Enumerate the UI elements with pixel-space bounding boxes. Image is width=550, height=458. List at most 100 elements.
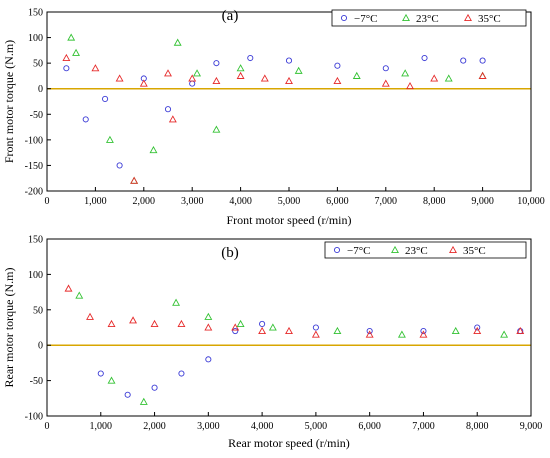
series-0-point-2 [164, 106, 172, 113]
series-0-point-5 [285, 57, 293, 64]
series-2-point-13 [473, 326, 482, 335]
legend-label: 35°C [463, 245, 486, 257]
series-0-point-3 [178, 370, 185, 377]
series-0-point-4 [247, 54, 254, 62]
series-2-point-12 [406, 82, 414, 90]
y-tick-label: -100 [25, 412, 43, 423]
series-2-point-5 [188, 74, 197, 82]
y-tick-label: -100 [25, 135, 43, 146]
series-0-point-13 [63, 65, 70, 72]
series-2-point-9 [285, 326, 293, 335]
x-tick-label: 0 [45, 196, 50, 207]
legend: −7°C 23°C 35°C [331, 9, 527, 27]
x-tick-label: 2,000 [143, 421, 166, 432]
y-tick-label: -50 [30, 376, 43, 387]
series-2-point-0 [62, 53, 71, 62]
plot-frame [46, 11, 532, 192]
series-1-point-0 [72, 48, 81, 56]
series-1-point-0 [75, 291, 84, 299]
series-1-point-10 [500, 330, 509, 338]
series-0-point-9 [460, 57, 467, 64]
x-tick-label: 0 [45, 421, 50, 432]
series-0-point-7 [312, 324, 319, 331]
x-tick-label: 3,000 [197, 421, 220, 432]
series-2 [62, 53, 487, 184]
series-2-point-1 [91, 64, 100, 72]
series-0-point-8 [421, 54, 428, 62]
series-2-point-10 [333, 76, 342, 85]
y-tick-label: -50 [30, 110, 43, 121]
y-tick-label: 50 [33, 305, 43, 316]
x-tick-label: 8,000 [466, 421, 489, 432]
series-1-point-7 [333, 326, 342, 335]
series-0-point-8 [366, 327, 373, 335]
legend-label: 35°C [478, 13, 501, 25]
series-1-point-13 [212, 125, 221, 133]
series-0-point-10 [474, 324, 481, 331]
series-2-point-14 [478, 71, 487, 79]
series-2-point-8 [260, 74, 269, 82]
series-1-point-7 [401, 69, 410, 77]
series-2-point-1 [86, 312, 94, 320]
series-1-point-4 [204, 312, 213, 320]
legend-label: −7°C [347, 245, 370, 257]
series-2-point-13 [430, 74, 439, 82]
series-2 [64, 284, 525, 338]
x-tick-label: 7,000 [375, 196, 398, 207]
series-0-point-3 [213, 60, 220, 67]
legend-marker-1-point-0 [402, 13, 410, 22]
y-axis-ticks: -200 -150 -100 -50 0 50 100 150 [25, 8, 51, 198]
plot-frame [46, 238, 532, 417]
legend-label: −7°C [354, 13, 377, 25]
series-2-point-14 [516, 326, 525, 335]
series-2-point-4 [150, 319, 159, 327]
x-tick-label: 1,000 [84, 196, 107, 207]
x-tick-label: 5,000 [305, 421, 328, 432]
series-0-point-0 [82, 116, 89, 123]
series-1-point-2 [149, 145, 158, 154]
series-0-point-12 [189, 80, 196, 87]
series-2-point-2 [107, 319, 116, 327]
y-tick-label: 50 [33, 59, 43, 70]
series-1-point-8 [397, 330, 406, 338]
series-2-point-5 [177, 319, 186, 327]
legend-marker-1-point-0 [391, 245, 399, 254]
x-axis-label: Rear motor speed (r/min) [228, 436, 350, 450]
series-0 [97, 320, 524, 398]
series-1-point-1 [105, 135, 114, 143]
x-tick-label: 9,000 [520, 421, 543, 432]
series-1-point-2 [139, 397, 148, 405]
x-tick-label: 8,000 [423, 196, 446, 207]
series-2-point-7 [236, 71, 245, 79]
series-1 [75, 291, 509, 405]
x-tick-label: 2,000 [133, 196, 156, 207]
series-2-point-0 [64, 284, 73, 292]
series-2-point-16 [168, 115, 177, 123]
x-tick-label: 7,000 [412, 421, 435, 432]
x-tick-label: 9,000 [471, 196, 494, 207]
series-1-point-8 [444, 74, 453, 82]
legend-marker-2-point-0 [449, 245, 457, 254]
y-tick-label: 100 [28, 33, 43, 44]
legend-label: 23°C [416, 13, 439, 25]
x-tick-label: 1,000 [90, 421, 113, 432]
x-axis-ticks: 0 1,000 2,000 3,000 4,000 5,000 6,000 7,000 8,00… [45, 412, 543, 432]
legend-marker-2-point-0 [464, 13, 472, 22]
x-tick-label: 4,000 [251, 421, 274, 432]
series-1-point-1 [107, 376, 116, 384]
series-1-point-4 [236, 64, 245, 72]
series-0-point-6 [334, 62, 341, 69]
x-axis-label: Front motor speed (r/min) [227, 213, 352, 227]
series-0-point-9 [420, 327, 427, 335]
series-0-point-6 [259, 320, 266, 328]
scatter-points [47, 33, 531, 184]
series-1-point-6 [268, 323, 277, 331]
series-0-point-2 [151, 384, 158, 391]
series-1 [67, 33, 487, 184]
series-2-point-15 [130, 176, 139, 184]
x-axis-ticks: 0 1,000 2,000 3,000 4,000 5,000 6,000 7,000 8,00… [45, 187, 545, 207]
series-1-point-5 [294, 66, 303, 74]
y-tick-label: 150 [28, 8, 43, 19]
y-tick-label: 100 [28, 270, 43, 281]
